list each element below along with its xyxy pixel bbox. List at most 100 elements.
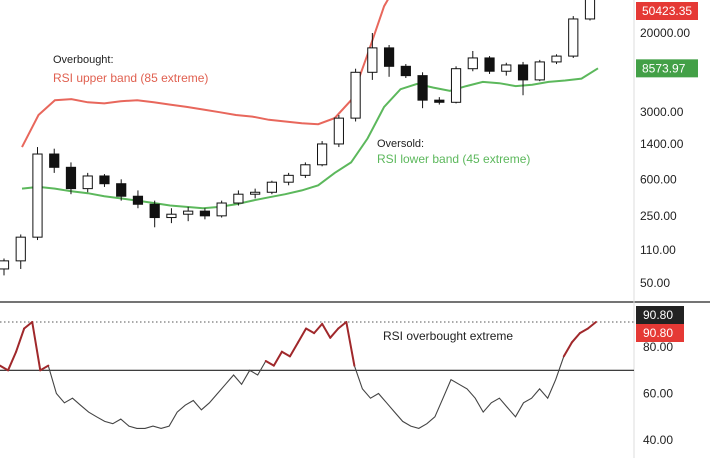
candle-body (132, 195, 144, 205)
candle-body (584, 0, 596, 20)
candle (49, 148, 60, 173)
candle-body (166, 213, 177, 219)
candle-body (149, 203, 160, 219)
candle-body (350, 71, 361, 119)
price-tick-label: 250.00 (640, 209, 677, 223)
price-tag-background (636, 59, 698, 78)
candle (383, 45, 395, 77)
rsi-tag-label: 90.80 (643, 326, 673, 340)
rsi-overbought-segment (329, 327, 340, 339)
rsi-overbought-segment (297, 327, 308, 344)
candle (517, 61, 529, 96)
candle (32, 147, 43, 241)
rsi-reference-lines (0, 321, 634, 371)
price-tick-label: 50.00 (640, 276, 670, 290)
rsi-overbought-segment (264, 360, 275, 367)
price-axis: 20000.00 3000.00 1400.00 600.00 250.00 110.00… (640, 26, 690, 290)
candle (65, 162, 77, 195)
rsi-overbought-segment (288, 341, 299, 358)
rsi-overbought-segment (345, 321, 356, 367)
rsi-tag-background (636, 306, 684, 324)
candle-body (568, 18, 579, 57)
rsi-tick-label: 80.00 (643, 340, 673, 354)
candle (568, 16, 579, 58)
candle (82, 172, 93, 193)
rsi-tick-label: 40.00 (643, 433, 673, 447)
candle-body (116, 183, 127, 197)
candle-body (501, 64, 512, 72)
candle-body (0, 260, 10, 270)
rsi-line (0, 320, 597, 429)
price-tag-background (636, 2, 698, 20)
candle (15, 234, 26, 269)
upper-band-line (21, 0, 389, 148)
candle-body (183, 210, 194, 215)
rsi-overbought-segment (570, 332, 581, 344)
rsi-overbought-segment (578, 327, 589, 335)
rsi-tag-background (636, 324, 684, 342)
candle (149, 200, 160, 228)
candle (266, 180, 277, 195)
price-tick-label: 110.00 (640, 243, 676, 257)
candle (400, 64, 411, 79)
candle (450, 66, 462, 104)
price-annotations: Overbought: RSI upper band (85 extreme) … (53, 54, 530, 166)
candle (199, 208, 211, 220)
candle-body (333, 117, 344, 145)
candle (551, 54, 562, 65)
candle (534, 59, 545, 82)
rsi-overbought-segment (337, 321, 348, 330)
candle (434, 97, 445, 105)
candle-body (32, 153, 43, 238)
candle-body (199, 210, 211, 217)
rsi-overbought-segment (562, 341, 573, 358)
annotation-overbought-title: Overbought: (53, 54, 114, 66)
candle-body (367, 47, 378, 73)
candle (333, 115, 344, 148)
rsi-overbought-segment (313, 322, 324, 335)
candle-body (49, 153, 60, 168)
candle-body (283, 174, 294, 183)
price-candles (0, 0, 596, 276)
candle (250, 188, 261, 199)
candle-body (99, 175, 110, 185)
annotation-rsi-overbought-extreme: RSI overbought extreme (383, 329, 513, 343)
annotation-lower-band: RSI lower band (45 extreme) (377, 152, 530, 166)
candle-body (450, 68, 462, 103)
candle-body (467, 57, 478, 70)
candle-body (233, 193, 244, 204)
candle (233, 190, 244, 206)
candle (501, 62, 512, 76)
candle (317, 141, 328, 167)
rsi-overbought-segment (7, 350, 18, 372)
price-tick-label: 3000.00 (640, 105, 684, 119)
rsi-overbought-segment (305, 327, 316, 335)
last-price-tag: 50423.35 (636, 2, 698, 20)
candle (183, 206, 194, 222)
annotation-upper-band: RSI upper band (85 extreme) (53, 71, 208, 85)
candle (350, 68, 361, 122)
rsi-overbought-segment (0, 364, 10, 372)
candle (417, 72, 428, 109)
rsi-axis: 80.00 60.00 40.00 (643, 340, 673, 447)
rsi-overbought-segment (272, 350, 283, 367)
rsi-overbought-segment (280, 350, 291, 358)
rsi-extreme-tag: 90.80 (636, 306, 684, 324)
candle (300, 162, 311, 178)
rsi-overbought-segment (586, 321, 597, 330)
rsi-overbought-segment (15, 327, 26, 353)
rsi-overbought-segment (321, 322, 332, 339)
candle (367, 33, 378, 80)
lower-band-line (21, 67, 599, 210)
candle (132, 190, 144, 209)
rsi-tick-label: 60.00 (643, 387, 673, 401)
lower-band-tag: 8573.97 (636, 59, 698, 78)
candle (484, 56, 495, 74)
rsi-panel: 80.00 60.00 40.00 90.80 90.80 RSI overbough… (0, 306, 684, 447)
candle-body (484, 57, 495, 72)
candle (584, 0, 596, 21)
price-tag-label: 8573.97 (642, 61, 686, 75)
candle (166, 208, 177, 224)
